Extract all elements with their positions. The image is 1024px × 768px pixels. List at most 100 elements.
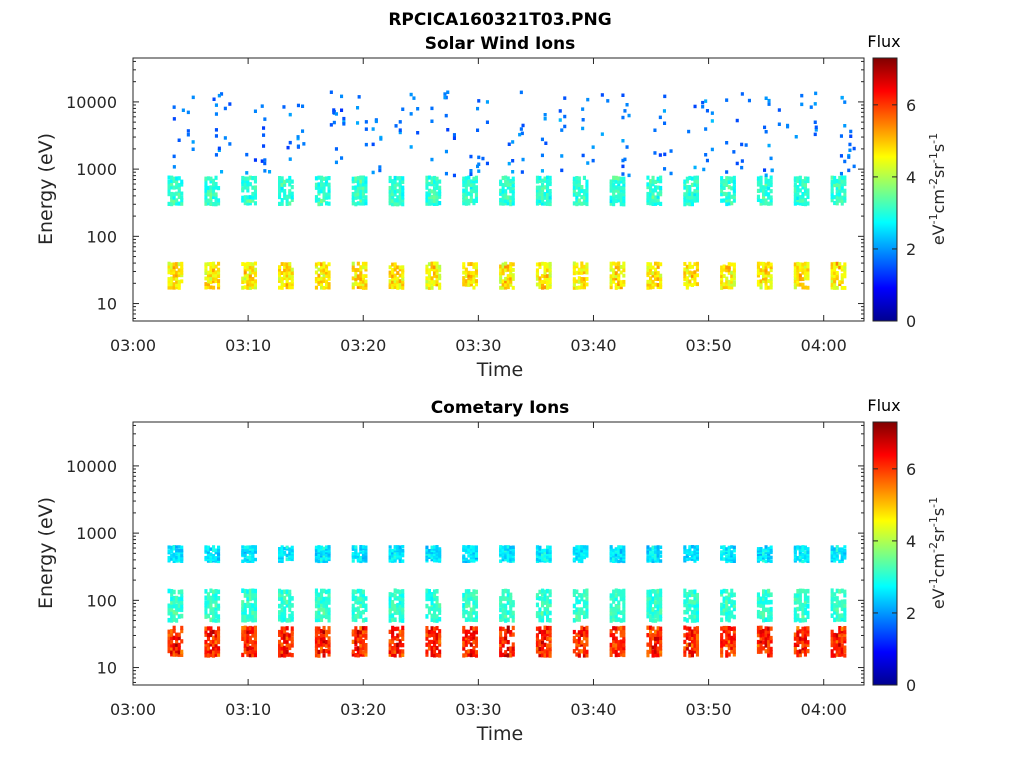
heatmap-cell bbox=[801, 617, 805, 623]
heatmap-cell bbox=[546, 195, 550, 200]
heatmap-cell bbox=[391, 279, 395, 284]
heatmap-cell bbox=[759, 636, 763, 641]
heatmap-cell bbox=[803, 188, 807, 193]
heatmap-cell bbox=[474, 617, 478, 623]
heatmap-cell bbox=[243, 639, 247, 644]
heatmap-cell bbox=[548, 175, 552, 180]
heatmap-cell bbox=[767, 629, 771, 634]
heatmap-cell bbox=[212, 192, 216, 197]
heatmap-cell bbox=[248, 277, 252, 282]
heatmap-cell bbox=[364, 261, 368, 266]
heatmap-cell bbox=[840, 286, 844, 290]
heatmap-cell bbox=[725, 629, 729, 635]
heatmap-cell bbox=[325, 553, 329, 558]
heatmap-cell bbox=[654, 593, 658, 598]
heatmap-cell bbox=[651, 607, 655, 612]
heatmap-cell bbox=[622, 629, 626, 635]
heatmap-cell bbox=[617, 646, 621, 651]
heatmap-cell bbox=[325, 274, 329, 279]
heatmap-cell bbox=[438, 607, 442, 612]
heatmap-cell bbox=[548, 198, 552, 203]
heatmap-cell bbox=[585, 185, 589, 190]
heatmap-cell bbox=[577, 182, 581, 187]
heatmap-cell bbox=[285, 273, 289, 278]
heatmap-cell bbox=[646, 285, 650, 290]
heatmap-cell bbox=[398, 629, 402, 634]
heatmap-cell bbox=[688, 273, 692, 278]
heatmap-cell bbox=[464, 599, 468, 605]
heatmap-cell bbox=[622, 268, 626, 273]
heatmap-cell bbox=[325, 614, 329, 620]
heatmap-cell bbox=[388, 283, 392, 287]
heatmap-cell bbox=[388, 198, 392, 203]
heatmap-cell bbox=[769, 189, 773, 194]
heatmap-cell bbox=[798, 600, 802, 605]
heatmap-cells bbox=[167, 545, 847, 658]
heatmap-cell bbox=[322, 273, 326, 278]
heatmap-cell bbox=[170, 640, 174, 645]
heatmap-cell bbox=[361, 201, 365, 206]
heatmap-cell bbox=[356, 610, 360, 615]
heatmap-cell bbox=[248, 596, 252, 602]
heatmap-cell bbox=[727, 195, 731, 200]
heatmap-cell bbox=[759, 629, 763, 634]
heatmap-cell bbox=[474, 279, 478, 283]
heatmap-cell bbox=[793, 201, 797, 206]
heatmap-cell bbox=[838, 638, 842, 644]
heatmap-cell bbox=[580, 264, 584, 269]
heatmap-cell bbox=[317, 267, 321, 272]
heatmap-cell bbox=[425, 642, 429, 647]
heatmap-cell bbox=[656, 178, 660, 184]
heatmap-cell bbox=[359, 639, 363, 644]
heatmap-cell bbox=[361, 276, 365, 281]
heatmap-cell bbox=[585, 264, 589, 269]
heatmap-cell bbox=[582, 270, 586, 275]
heatmap-cell bbox=[793, 268, 797, 273]
heatmap-cell bbox=[617, 617, 621, 622]
heatmap-cell bbox=[175, 176, 179, 181]
heatmap-cell bbox=[543, 649, 547, 654]
heatmap-cell bbox=[472, 645, 476, 651]
heatmap-cell bbox=[430, 550, 434, 554]
heatmap-cell bbox=[582, 592, 586, 598]
heatmap-cell bbox=[180, 198, 184, 203]
heatmap-cell bbox=[283, 189, 287, 194]
heatmap-cell bbox=[725, 607, 729, 613]
heatmap-cell bbox=[659, 635, 663, 640]
heatmap-cell bbox=[180, 652, 184, 657]
heatmap-cell bbox=[796, 273, 800, 278]
heatmap-cell bbox=[509, 559, 513, 563]
heatmap-cell bbox=[327, 614, 331, 619]
heatmap-cell bbox=[435, 626, 439, 631]
heatmap-cell bbox=[646, 200, 650, 206]
heatmap-cell bbox=[248, 279, 252, 284]
heatmap-cell bbox=[725, 625, 729, 631]
heatmap-cell bbox=[212, 264, 216, 269]
heatmap-cell bbox=[314, 277, 318, 281]
heatmap-cell bbox=[541, 185, 545, 190]
heatmap-cell bbox=[477, 162, 481, 166]
heatmap-cell bbox=[725, 610, 729, 615]
heatmap-cell bbox=[688, 592, 692, 598]
heatmap-cell bbox=[359, 195, 363, 200]
heatmap-cell bbox=[506, 559, 510, 563]
heatmap-cell bbox=[361, 178, 365, 183]
heatmap-cell bbox=[572, 557, 576, 561]
heatmap-cell bbox=[467, 652, 471, 657]
heatmap-cell bbox=[212, 653, 216, 658]
heatmap-cell bbox=[727, 265, 731, 269]
heatmap-cell bbox=[543, 176, 547, 181]
heatmap-cell bbox=[695, 273, 699, 278]
heatmap-cell bbox=[464, 267, 468, 272]
heatmap-cell bbox=[325, 640, 329, 645]
heatmap-cell bbox=[322, 261, 326, 266]
heatmap-cell bbox=[430, 617, 434, 622]
heatmap-cell bbox=[474, 195, 478, 200]
heatmap-cell bbox=[612, 185, 616, 191]
heatmap-cell bbox=[472, 559, 476, 563]
heatmap-cell bbox=[830, 262, 834, 267]
heatmap-cell bbox=[472, 182, 476, 187]
heatmap-cell bbox=[186, 133, 190, 137]
heatmap-cell bbox=[835, 198, 839, 203]
heatmap-cell bbox=[535, 602, 539, 608]
